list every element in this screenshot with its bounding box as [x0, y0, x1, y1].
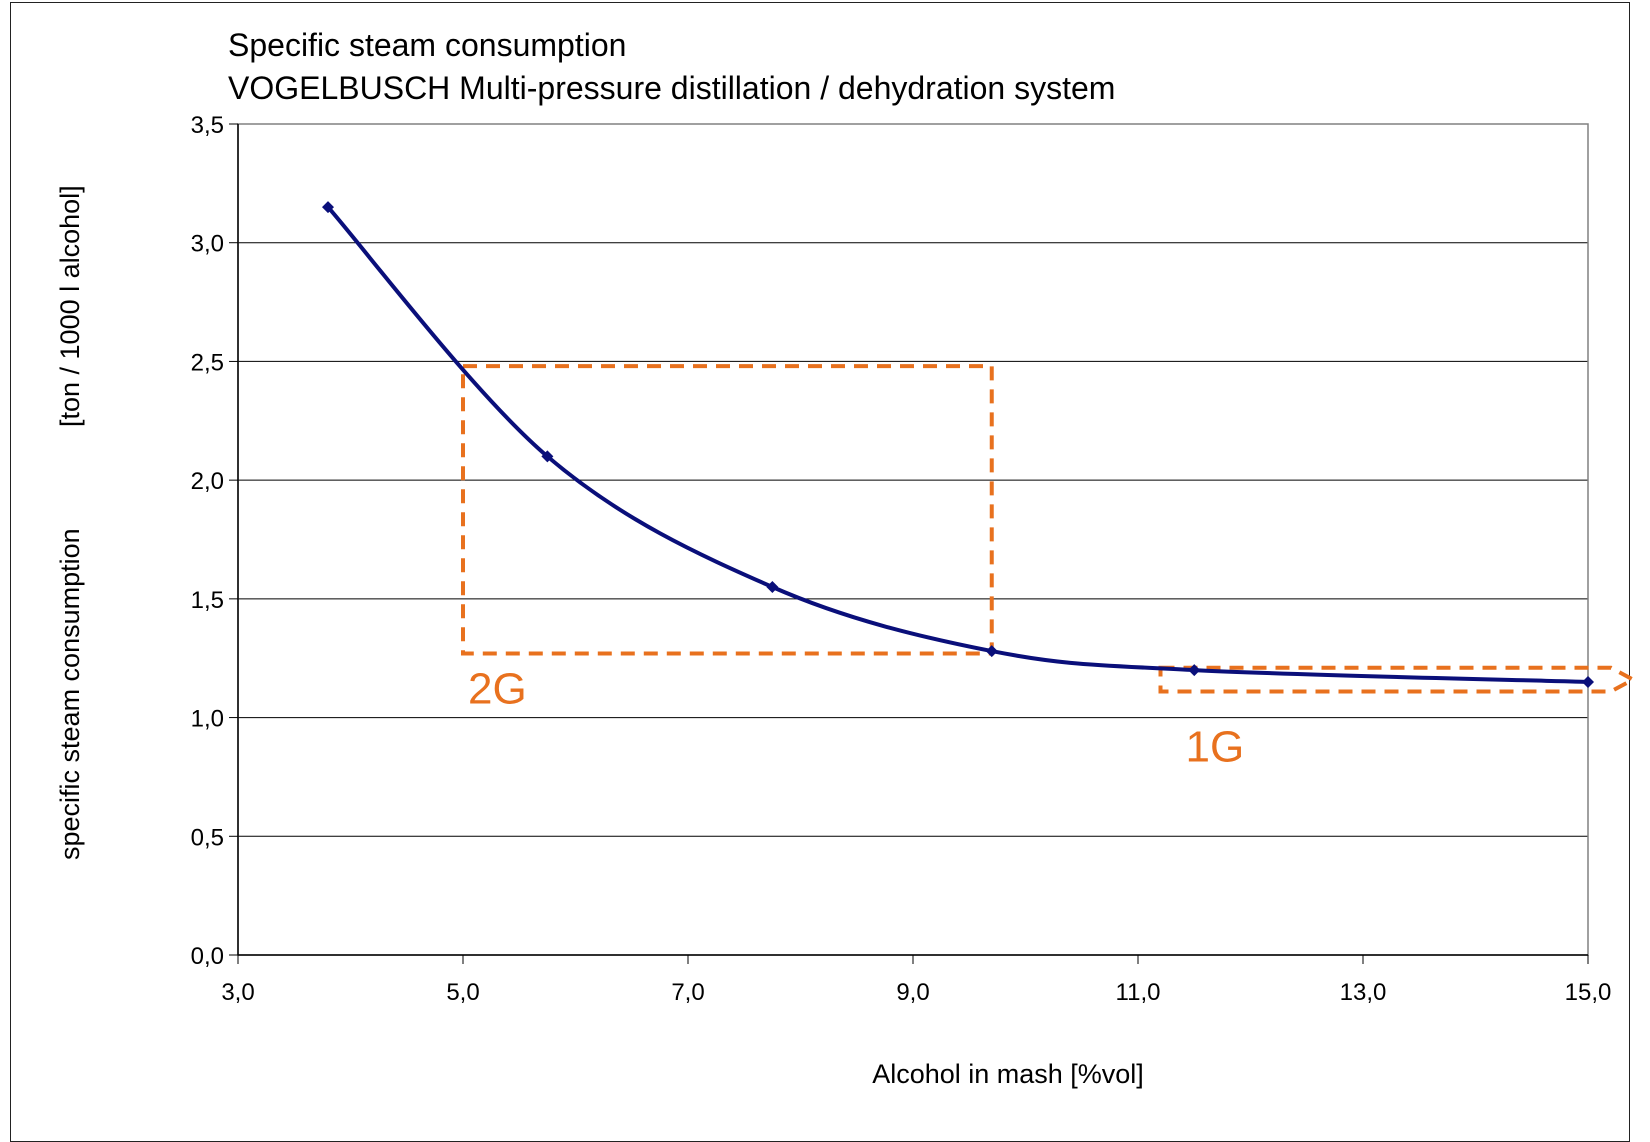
x-tick-label: 7,0: [671, 979, 704, 1006]
data-point: [1582, 675, 1594, 688]
chart-title-line2: VOGELBUSCH Multi-pressure distillation /…: [228, 70, 1115, 106]
x-tick-label: 15,0: [1565, 979, 1612, 1006]
y-tick-label: 0,5: [191, 824, 224, 851]
y-tick-label: 2,5: [191, 349, 224, 376]
y-tick-label: 1,5: [191, 587, 224, 614]
y-tick-label: 0,0: [191, 943, 224, 970]
steam-consumption-chart: Specific steam consumption VOGELBUSCH Mu…: [55, 27, 1638, 1089]
zone-box-2g: [461, 364, 994, 656]
data-point: [322, 201, 334, 214]
grid-lines: [238, 242, 1588, 837]
y-tick-label: 2,0: [191, 468, 224, 495]
data-point: [985, 645, 998, 658]
x-tick-label: 13,0: [1340, 979, 1387, 1006]
zone-label-1g: 1G: [1186, 722, 1245, 771]
axis-ticks: 0,0 0,5 1,0 1,5 2,0 2,5 3,0 3,5 3,0 5,0 7,0 9,0 11,0…: [191, 112, 1612, 1006]
x-tick-label: 11,0: [1116, 979, 1161, 1006]
y-axis-label-quantity: specific steam consumption: [55, 528, 85, 860]
data-point: [541, 450, 554, 463]
x-axis-label: Alcohol in mash [%vol]: [872, 1059, 1144, 1089]
zone-label-2g: 2G: [468, 664, 527, 713]
data-point: [1188, 664, 1201, 677]
annotations: 2G 1G: [461, 364, 1638, 771]
zone-arrow-1g: [1158, 665, 1638, 694]
series-line: [326, 205, 1589, 684]
x-tick-label: 3,0: [221, 979, 254, 1006]
data-point: [766, 580, 779, 593]
plot-area: [237, 123, 1589, 956]
y-tick-label: 1,0: [191, 706, 224, 733]
series: [322, 201, 1594, 688]
y-tick-label: 3,0: [191, 231, 224, 258]
x-tick-label: 9,0: [896, 979, 929, 1006]
y-tick-label: 3,5: [191, 112, 224, 139]
x-tick-label: 5,0: [446, 979, 479, 1006]
y-axis-label-unit: [ton / 1000 l alcohol]: [55, 185, 85, 427]
chart-title-line1: Specific steam consumption: [228, 27, 626, 63]
